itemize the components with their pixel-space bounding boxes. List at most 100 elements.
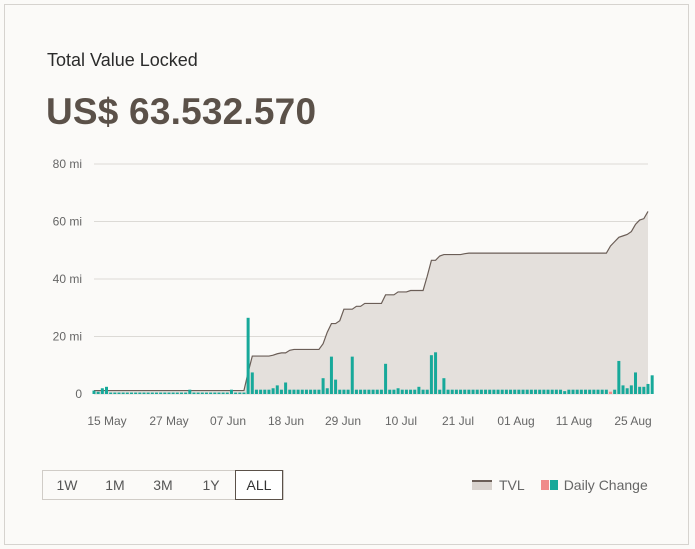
daily-change-bar	[254, 389, 258, 394]
y-tick-label: 40 mi	[53, 272, 82, 286]
x-tick-label: 21 Jul	[442, 414, 474, 428]
daily-change-bar	[392, 389, 396, 394]
daily-change-bar	[204, 392, 208, 394]
daily-change-bar	[338, 389, 342, 394]
daily-change-bar	[92, 390, 96, 394]
tvl-area-fill	[94, 211, 648, 394]
daily-change-bar	[271, 388, 275, 394]
daily-change-bar	[525, 389, 529, 394]
daily-change-bar	[413, 389, 417, 394]
x-tick-label: 27 May	[149, 414, 188, 428]
negative-change-swatch	[540, 480, 549, 490]
tvl-area	[94, 211, 649, 394]
y-tick-label: 0	[75, 387, 82, 401]
daily-change-bar	[284, 382, 288, 394]
daily-change-bar	[154, 392, 158, 394]
daily-change-bar	[246, 317, 250, 394]
daily-change-bar	[225, 392, 229, 394]
x-tick-label: 18 Jun	[268, 414, 304, 428]
daily-change-bar	[563, 391, 567, 395]
daily-change-bar	[484, 389, 488, 394]
daily-change-legend-label: Daily Change	[563, 477, 648, 493]
daily-change-bar	[579, 389, 583, 394]
x-tick-label: 25 Aug	[614, 414, 651, 428]
x-tick-label: 15 May	[87, 414, 126, 428]
daily-change-bar	[600, 389, 604, 394]
daily-change-bar	[317, 389, 321, 394]
daily-change-bar	[446, 389, 450, 394]
range-selector: 1W 1M 3M 1Y ALL	[42, 470, 284, 500]
daily-change-bar	[359, 389, 363, 394]
daily-change-bar	[417, 386, 421, 394]
daily-change-bar	[625, 388, 629, 394]
daily-change-bar	[400, 389, 404, 394]
daily-change-bar	[492, 389, 496, 394]
daily-change-bar	[488, 389, 492, 394]
daily-change-bar	[404, 389, 408, 394]
daily-change-bar	[242, 392, 246, 394]
daily-change-bar	[109, 392, 113, 394]
range-button-all[interactable]: ALL	[235, 470, 283, 500]
daily-change-bar	[150, 392, 154, 394]
daily-change-bar	[100, 388, 104, 394]
x-tick-label: 29 Jun	[325, 414, 361, 428]
daily-change-bar	[396, 388, 400, 394]
daily-change-bar	[346, 389, 350, 394]
daily-change-bar	[642, 386, 646, 394]
daily-change-bar	[300, 389, 304, 394]
daily-change-bar	[517, 389, 521, 394]
range-button-3m[interactable]: 3M	[153, 477, 173, 493]
daily-change-bar	[629, 385, 633, 395]
daily-change-bar	[200, 392, 204, 394]
daily-change-bar	[188, 389, 192, 394]
daily-change-bar	[354, 389, 358, 394]
daily-change-bar	[263, 389, 267, 394]
daily-change-bar	[238, 392, 242, 394]
daily-change-bar	[171, 392, 175, 394]
daily-change-bar	[617, 360, 621, 394]
daily-change-bar	[521, 389, 525, 394]
daily-change-bar	[209, 392, 213, 394]
daily-change-bars	[92, 317, 654, 395]
daily-change-bar	[379, 389, 383, 394]
daily-change-bar	[496, 389, 500, 394]
daily-change-bar	[634, 372, 637, 394]
daily-change-bar	[438, 389, 442, 394]
daily-change-bar	[367, 389, 371, 394]
x-tick-label: 01 Aug	[497, 414, 534, 428]
daily-change-bar	[459, 389, 463, 394]
range-button-1m[interactable]: 1M	[105, 477, 125, 493]
daily-change-bar	[350, 356, 354, 395]
daily-change-bar	[196, 392, 200, 394]
daily-change-bar	[588, 389, 592, 394]
daily-change-bar	[646, 383, 650, 394]
daily-change-bar	[529, 389, 533, 394]
daily-change-bar	[134, 392, 138, 394]
daily-change-bar	[500, 389, 504, 394]
daily-change-bar	[575, 389, 579, 394]
daily-change-bar	[321, 378, 325, 394]
daily-change-bar	[250, 372, 254, 394]
tvl-legend-label: TVL	[499, 477, 525, 493]
daily-change-bar	[125, 392, 129, 394]
daily-change-bar	[596, 389, 600, 394]
range-button-1y[interactable]: 1Y	[202, 477, 220, 493]
daily-change-bar	[292, 389, 296, 394]
daily-change-bar	[542, 389, 546, 394]
daily-change-bar	[546, 389, 550, 394]
range-button-1w[interactable]: 1W	[56, 477, 78, 493]
chart-legend: TVL Daily Change	[472, 477, 648, 493]
daily-change-bar	[559, 389, 563, 394]
daily-change-bar	[409, 389, 413, 394]
daily-change-bar	[267, 389, 271, 394]
daily-change-bar	[467, 389, 471, 394]
daily-change-bar	[613, 389, 617, 394]
daily-change-bar	[429, 355, 433, 394]
daily-change-bar	[325, 388, 329, 394]
daily-change-bar	[442, 378, 446, 394]
daily-change-bar	[650, 375, 654, 394]
daily-change-bar	[309, 389, 313, 394]
daily-change-bar	[121, 392, 125, 394]
daily-change-bar	[275, 385, 279, 395]
daily-change-bar	[375, 389, 379, 394]
